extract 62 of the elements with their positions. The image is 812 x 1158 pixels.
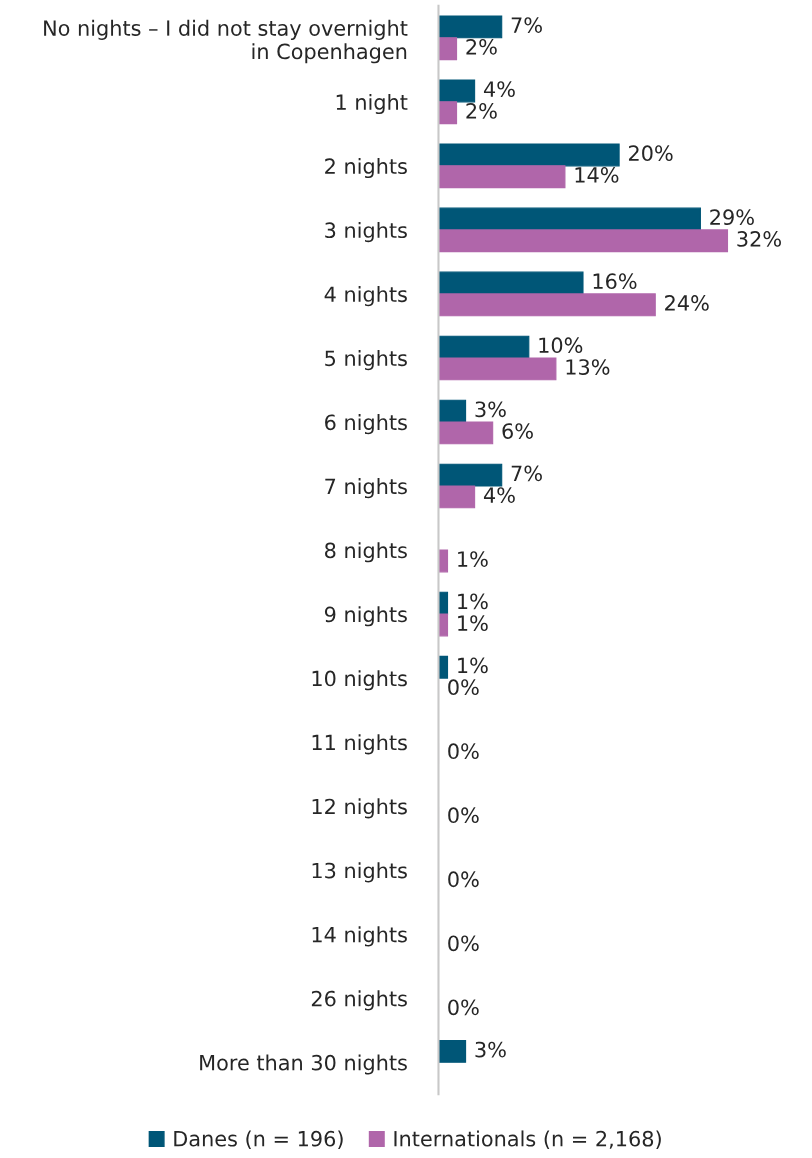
data-label: 13% — [566, 359, 610, 375]
data-label: 6% — [502, 423, 533, 439]
bar — [438, 1039, 467, 1063]
y-tick-label: 2 nights — [325, 157, 407, 179]
data-label: 1% — [458, 615, 488, 632]
data-label: 0% — [448, 935, 479, 952]
data-label: 4% — [483, 81, 515, 97]
y-tick-label: 4 nights — [324, 286, 407, 307]
bar — [438, 293, 656, 317]
y-tick-label: 1 night — [336, 93, 408, 115]
bar — [438, 421, 494, 445]
y-tick-label: 8 nights — [325, 542, 407, 563]
y-tick-label: 7 nights — [325, 478, 407, 499]
data-label: 4% — [483, 487, 515, 503]
bar — [438, 143, 620, 167]
data-label: 0% — [448, 679, 479, 696]
y-tick-label: 10 nights — [312, 670, 407, 691]
y-tick-label: 13 nights — [312, 862, 407, 883]
data-label: 2% — [466, 38, 497, 55]
bar — [438, 165, 566, 189]
data-label: 20% — [628, 145, 673, 162]
data-label: 3% — [475, 401, 506, 418]
y-tick-label: 12 nights — [312, 798, 407, 819]
data-label: 0% — [448, 743, 479, 760]
bar — [438, 271, 584, 295]
legend-label: Internationals (n = 2,168) — [394, 1130, 661, 1150]
data-label: 3% — [475, 1041, 506, 1058]
data-label: 0% — [448, 807, 479, 824]
data-label: 0% — [448, 871, 479, 888]
y-tick-label: No nights – I did not stay overnight in Copenhagen — [44, 19, 408, 64]
bar — [438, 37, 458, 61]
y-tick-label: 6 nights — [325, 414, 407, 435]
data-label: 10% — [539, 337, 583, 354]
data-label: 16% — [593, 273, 637, 290]
data-label: 1% — [458, 551, 488, 567]
bar — [438, 79, 476, 103]
bar — [438, 207, 701, 231]
y-tick-label: 11 nights — [312, 734, 407, 755]
bar — [438, 229, 729, 253]
data-label: 24% — [665, 295, 709, 311]
bar — [438, 335, 530, 359]
bar — [438, 485, 476, 509]
data-label: 1% — [458, 657, 488, 674]
y-tick-label: 14 nights — [312, 926, 407, 947]
bar — [438, 15, 503, 39]
data-label: 7% — [511, 465, 542, 482]
data-label: 1% — [458, 593, 488, 610]
legend-label: Danes (n = 196) — [174, 1130, 343, 1150]
y-tick-label: 26 nights — [311, 990, 407, 1011]
data-label: 32% — [737, 231, 781, 247]
bar — [438, 101, 458, 125]
y-tick-label: 3 nights — [325, 221, 407, 243]
data-label: 29% — [710, 209, 754, 226]
data-label: 7% — [511, 17, 542, 33]
data-label: 0% — [448, 999, 479, 1016]
data-label: 2% — [466, 103, 497, 119]
y-tick-label: More than 30 nights — [200, 1054, 407, 1075]
y-tick-label: 5 nights — [325, 350, 407, 371]
y-tick-label: 9 nights — [324, 606, 407, 627]
data-label: 14% — [575, 167, 619, 183]
bar — [438, 357, 557, 381]
bar — [438, 463, 503, 487]
